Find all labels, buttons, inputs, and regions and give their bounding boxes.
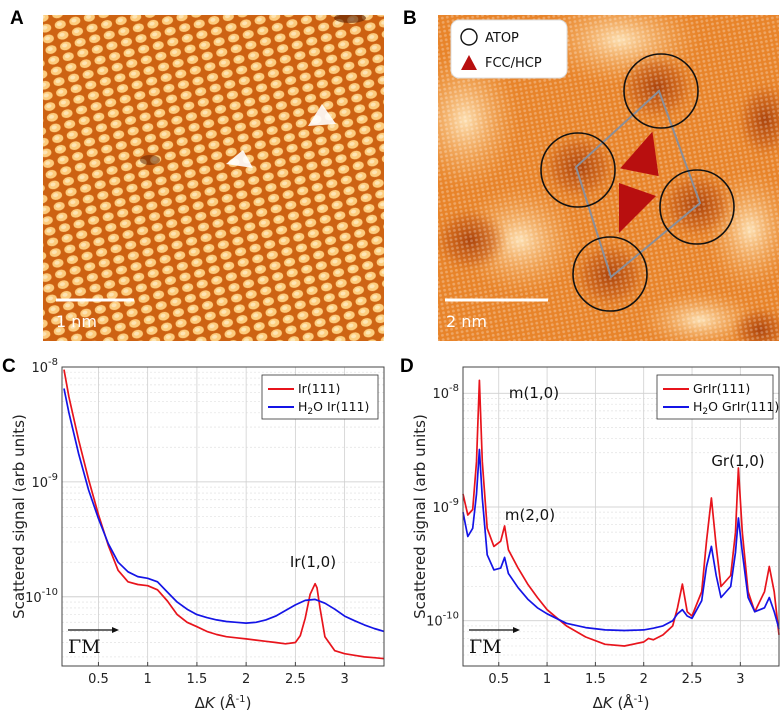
adsorbate-triangle-1 (226, 150, 253, 168)
chartD-grid (463, 367, 779, 667)
chartC-xtick-4: 2.5 (285, 672, 306, 687)
legend-b-atop: ATOP (485, 31, 519, 46)
chartC-xtick-2: 1.5 (187, 672, 208, 687)
chartD-xtick-2: 1.5 (585, 672, 606, 687)
fcc-legend-icon (461, 55, 477, 70)
hcp-triangle (619, 183, 656, 233)
panel-label-b: B (403, 8, 417, 29)
chartD-annotation-1: m(2,0) (505, 506, 555, 524)
legend-b: ATOP FCC/HCP (450, 19, 568, 79)
chartD-xtick-4: 2.5 (682, 672, 703, 687)
chartD-legend-entry-0: GrIr(111) (693, 381, 750, 396)
scale-bar-b-label: 2 nm (446, 312, 487, 331)
chartD-annotation-0: m(1,0) (509, 384, 559, 402)
chartD-legend: GrIr(111) H2O GrIr(111) (656, 374, 779, 420)
scale-bar-a-label: 1 nm (56, 312, 97, 331)
legend-b-fcc: FCC/HCP (485, 56, 542, 71)
chartC-ytick-1: 10-9 (31, 472, 58, 491)
chartC-ytick-2: 10-10 (25, 587, 58, 606)
atop-circle-3 (659, 169, 735, 245)
atop-circle-1 (623, 53, 699, 129)
chartD-xtick-5: 3 (736, 672, 744, 687)
chart-d: 0.5 1 1.5 2 2.5 3 10-8 10-9 10-10 ΔK (Å-1) Scatter… (411, 366, 780, 712)
chartC-xlabel: ΔK (Å-1) (195, 693, 252, 712)
atop-legend-icon (460, 28, 478, 46)
chartD-ytick-2: 10-10 (426, 611, 459, 630)
atop-circle-2 (540, 132, 616, 208)
chartC-legend-entry-0: Ir(111) (298, 381, 340, 396)
chartC-legend-entry-1: H2O Ir(111) (298, 399, 369, 417)
chartC-xtick-5: 3 (340, 672, 348, 687)
chartD-series-0 (462, 379, 780, 647)
chartC-gamma-m: ΓM (68, 636, 101, 658)
fcc-triangle (620, 131, 659, 177)
chartD-xlabel: ΔK (Å-1) (593, 693, 650, 712)
chart-c: 0.5 1 1.5 2 2.5 3 10-8 10-9 10-10 ΔK (Å-1) Scatter… (10, 357, 385, 712)
chartD-annotation-2: Gr(1,0) (711, 452, 764, 470)
panel-label-c: C (2, 356, 16, 377)
stm-image-b (438, 15, 779, 341)
panel-label-a: A (10, 8, 24, 29)
chartC-xtick-3: 2 (242, 672, 250, 687)
chartD-ylabel: Scattered signal (arb units) (411, 414, 429, 619)
atop-circle-4 (572, 236, 648, 312)
chartD-ytick-1: 10-9 (432, 497, 459, 516)
chartC-ytick-0: 10-8 (31, 357, 58, 376)
chartD-xtick-1: 1 (543, 672, 551, 687)
adsorbate-triangle-2 (308, 104, 336, 126)
moire-overlay (540, 53, 735, 312)
chartC-xtick-1: 1 (144, 672, 152, 687)
chartD-ytick-0: 10-8 (432, 383, 459, 402)
chartD-series-1 (462, 448, 780, 632)
chartD-xtick-3: 2 (640, 672, 648, 687)
chartC-series-1 (63, 388, 385, 633)
chartC-legend: Ir(111) H2O Ir(111) (261, 374, 379, 420)
chartD-xtick-0: 0.5 (488, 672, 509, 687)
chartD-gamma-m: ΓM (469, 636, 502, 658)
stm-image-a (43, 15, 384, 341)
chartC-series-0 (63, 369, 385, 660)
chartC-ylabel: Scattered signal (arb units) (10, 414, 28, 619)
chartC-annotation-0: Ir(1,0) (290, 553, 336, 571)
panel-label-d: D (400, 356, 414, 377)
chartD-legend-entry-1: H2O GrIr(111) (693, 399, 779, 417)
chartC-xtick-0: 0.5 (88, 672, 109, 687)
